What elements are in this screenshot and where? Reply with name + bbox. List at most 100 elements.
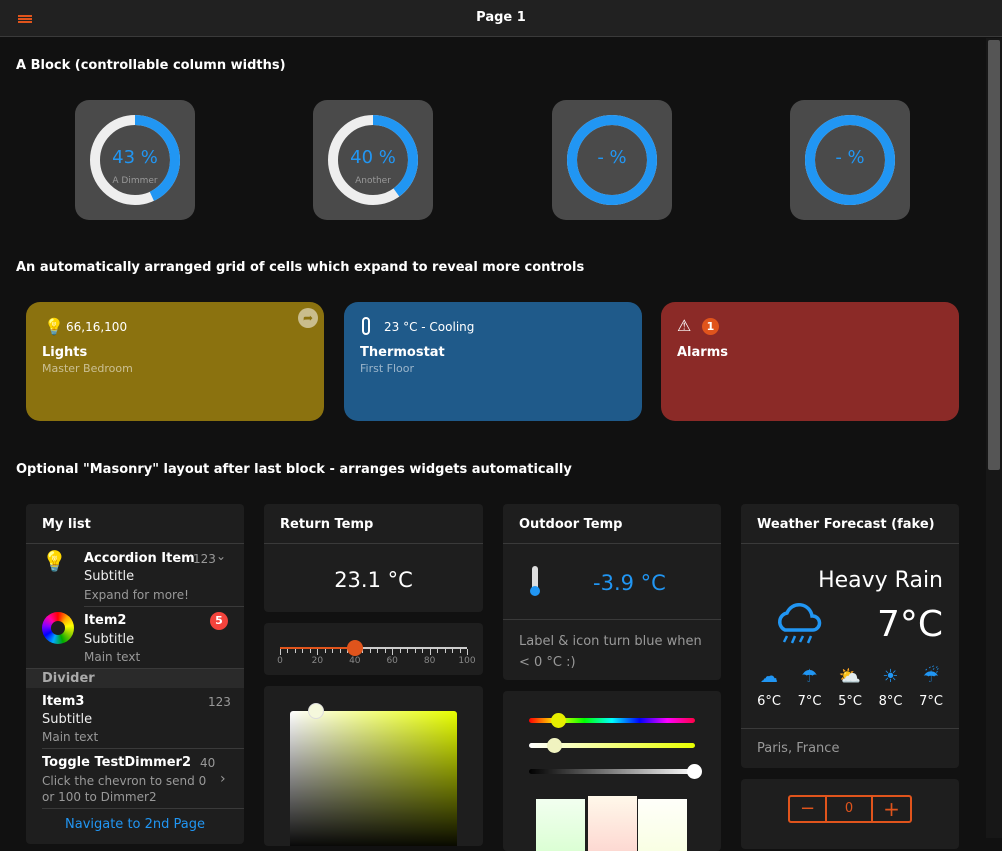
block-title: An automatically arranged grid of cells … [16,260,585,275]
minus-button[interactable]: − [790,797,827,821]
weather-location: Paris, France [757,741,840,756]
tile-alarms[interactable]: ⚠ 1 Alarms [661,302,959,421]
swatch-3[interactable] [638,799,687,851]
sun-icon: ☀ [882,666,899,687]
lightbulb-icon: 💡 [44,317,64,336]
forecast-temp: 7°C [797,694,822,709]
block-title: Optional "Masonry" layout after last blo… [16,462,572,477]
item-title: Toggle TestDimmer2 [42,755,192,770]
item-title: Accordion Item [84,551,195,566]
plus-button[interactable]: + [883,797,900,821]
alarm-count-badge: 1 [702,318,719,335]
tile-state: 66,16,100 [66,320,128,334]
list-icon[interactable] [18,15,32,24]
outdoor-temp-card: Outdoor Temp -3.9 °C Label & icon turn b… [503,504,721,680]
tile-name: Alarms [677,345,728,360]
tile-lights[interactable]: 💡 66,16,100 Lights Master Bedroom ➦ [26,302,324,421]
divider-line [503,619,721,620]
forecast-temp: 8°C [878,694,903,709]
gauge-ring [567,115,657,205]
forecast-temp: 5°C [838,694,862,709]
item-badge: 123 [193,552,216,566]
slider-tick-label: 60 [386,656,398,666]
forecast-temp: 7°C [919,694,943,709]
list-item-toggle[interactable]: Toggle TestDimmer2 40 Click the chevron … [26,749,244,809]
thermometer-icon [362,317,370,335]
dimmer-gauge[interactable]: - % [552,100,672,220]
divider-line [42,748,244,749]
item-text: Expand for more! [84,588,189,602]
swatch-1[interactable] [536,799,585,851]
gauge-value: - % [597,147,627,168]
weather-condition: Heavy Rain [818,568,943,593]
outdoor-temp-value: -3.9 °C [593,571,666,595]
slider-ticks [280,649,468,655]
color-picker-card [264,686,483,846]
slider-handle[interactable] [346,640,363,656]
hue-slider[interactable] [529,718,695,723]
dimmer-gauge[interactable]: 43 % A Dimmer [75,100,195,220]
list-divider: Divider [26,668,244,688]
gauge-label: Another [355,176,391,186]
slider-tick-label: 80 [423,656,436,666]
gauge-ring [328,115,418,205]
tile-state: 23 °C - Cooling [384,320,475,334]
thermometer-icon [530,566,540,596]
scrollbar-thumb[interactable] [988,40,1000,470]
tile-subtitle: First Floor [360,362,415,375]
warning-icon: ⚠ [677,316,692,335]
slider-card: 0 20 40 60 80 100 [264,623,483,675]
weather-card: Weather Forecast (fake) Heavy Rain 7°C ☁… [741,504,959,768]
dimmer-gauge[interactable]: - % [790,100,910,220]
heavy-rain-icon: ☔ [922,666,940,687]
gauge-value: 43 % [112,147,158,168]
gauge-value: 40 % [350,147,396,168]
navigate-link[interactable]: Navigate to 2nd Page [65,817,205,832]
hue-handle[interactable] [551,713,566,728]
saturation-picker[interactable] [290,711,457,846]
stepper-value[interactable]: 0 [827,797,873,821]
light-rain-icon: ☂ [801,666,818,687]
tile-subtitle: Master Bedroom [42,362,133,375]
forecast-temp: 6°C [757,694,781,709]
share-icon[interactable]: ➦ [298,308,318,328]
item-badge: 123 [208,695,231,709]
lightbulb-icon: 💡 [42,549,67,573]
dimmer-gauge[interactable]: 40 % Another [313,100,433,220]
slider-tick-label: 20 [311,656,324,666]
return-temp-value: 23.1 °C [334,568,413,592]
swatch-2[interactable] [588,796,637,851]
gauge-value: - % [835,147,865,168]
card-title: Weather Forecast (fake) [741,504,959,544]
list-item[interactable]: Item3 123 Subtitle Main text [26,688,244,749]
item-subtitle: Subtitle [84,569,135,584]
app-header: Page 1 [0,0,1002,37]
picker-handle[interactable] [308,703,324,719]
tile-name: Thermostat [360,345,445,360]
my-list-card: My list 💡 Accordion Item 123 ⌄ Subtitle … [26,504,244,844]
brightness-handle[interactable] [687,764,702,779]
outdoor-footer: Label & icon turn blue when < 0 °C :) [519,634,702,670]
quantity-stepper[interactable]: − 0 + [788,795,912,823]
list-item[interactable]: Item2 5 Subtitle Main text [26,608,244,668]
item-subtitle: Subtitle [42,712,93,727]
chevron-right-icon[interactable]: › [220,771,226,787]
saturation-slider[interactable] [529,743,695,748]
partly-sunny-icon: ⛅ [838,666,862,687]
divider-line [84,606,244,607]
chevron-down-icon[interactable]: ⌄ [216,549,227,563]
page-title: Page 1 [476,10,526,25]
list-item[interactable]: 💡 Accordion Item 123 ⌄ Subtitle Expand f… [26,545,244,607]
brightness-slider[interactable] [529,769,695,774]
item-badge: 40 [200,756,216,770]
slider-track[interactable] [280,647,467,649]
weather-temp: 7°C [876,604,943,645]
tile-thermostat[interactable]: 23 °C - Cooling Thermostat First Floor [344,302,642,421]
item-text: Click the chevron to send 0 or 100 to Di… [42,774,207,804]
tile-name: Lights [42,345,88,360]
saturation-handle[interactable] [547,738,562,753]
color-sliders-card [503,691,721,851]
slider-tick-label: 100 [458,656,476,666]
return-temp-card: Return Temp 23.1 °C [264,504,483,612]
gauge-label: A Dimmer [112,176,158,186]
